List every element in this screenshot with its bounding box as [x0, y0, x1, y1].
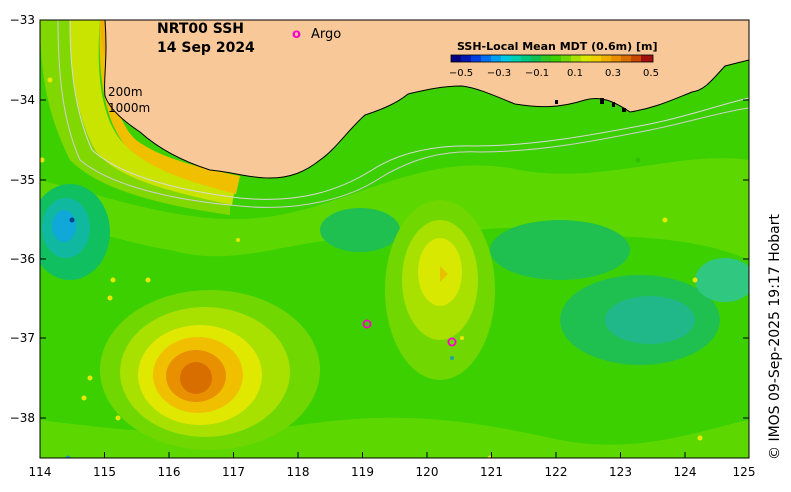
map-plot-area — [40, 20, 749, 458]
map-title: NRT00 SSH 14 Sep 2024 — [157, 21, 255, 56]
x-tick-label: 122 — [545, 465, 568, 479]
argo-float-marker — [447, 337, 457, 347]
coastline — [104, 20, 749, 179]
colorbar-frame — [450, 54, 654, 63]
colorbar-tick-label: −0.1 — [525, 68, 549, 79]
ssh-boundary-current-mid — [70, 20, 235, 205]
colorbar: SSH-Local Mean MDT (0.6m) [m] −0.5 — [449, 40, 659, 79]
x-tick-label: 119 — [351, 465, 374, 479]
colorbar-swatches — [451, 55, 653, 62]
drifter-dot — [450, 356, 454, 360]
x-tick-label: 124 — [674, 465, 697, 479]
eddy-centre-marker — [440, 266, 448, 282]
drifter-dot — [87, 375, 93, 381]
x-tick-label: 116 — [158, 465, 181, 479]
isobath-label-1000m: 1000m — [108, 101, 150, 115]
island — [622, 108, 626, 112]
drifter-dot — [69, 217, 75, 223]
island — [612, 102, 615, 107]
colorbar-tick-label: −0.3 — [487, 68, 511, 79]
ssh-low-far-east — [695, 258, 749, 302]
y-axis-labels: −33 −34 −35 −36 −37 −38 — [10, 13, 35, 425]
y-tick-label: −37 — [10, 331, 35, 345]
argo-float-marker — [362, 319, 372, 329]
argo-legend-label: Argo — [311, 27, 341, 42]
drifter-dot — [662, 217, 668, 223]
isobath-200m — [69, 20, 749, 200]
y-tick-label: −36 — [10, 252, 35, 266]
x-tick-label: 118 — [287, 465, 310, 479]
drifter-dot — [110, 277, 116, 283]
y-tick-label: −33 — [10, 13, 35, 27]
x-axis-labels: 114 115 116 117 118 119 120 121 122 123 … — [29, 465, 756, 479]
x-tick-label: 114 — [29, 465, 52, 479]
x-tick-label: 115 — [93, 465, 116, 479]
y-tick-label: −34 — [10, 93, 35, 107]
argo-legend: o Argo — [292, 27, 341, 42]
ssh-high-south-core — [180, 362, 212, 394]
title-date: 14 Sep 2024 — [157, 40, 255, 56]
isobath-label-200m: 200m — [108, 85, 143, 99]
ssh-boundary-current-inner — [99, 20, 240, 194]
title-product: NRT00 SSH — [157, 21, 244, 37]
drifter-dot — [145, 277, 151, 283]
x-tick-label: 117 — [222, 465, 245, 479]
drifter-dot — [236, 238, 240, 242]
ssh-low-east-core — [605, 296, 695, 344]
colorbar-tick-label: −0.5 — [449, 68, 473, 79]
colorbar-ticks: −0.5 −0.3 −0.1 0.1 0.3 0.5 — [449, 68, 659, 79]
y-tick-label: −35 — [10, 173, 35, 187]
drifter-dot — [65, 455, 71, 458]
isobath-1000m — [57, 20, 749, 208]
x-tick-label: 125 — [733, 465, 756, 479]
ssh-low-west-center — [52, 210, 76, 242]
drifter-dot — [697, 435, 703, 441]
ssh-low-east-center — [490, 220, 630, 280]
y-tick-label: −38 — [10, 411, 35, 425]
colorbar-tick-label: 0.5 — [643, 68, 659, 79]
drifter-dot — [40, 157, 45, 163]
plot-frame — [39, 19, 750, 459]
colorbar-title: SSH-Local Mean MDT (0.6m) [m] — [457, 40, 657, 53]
ssh-boundary-current-outer — [40, 20, 230, 215]
credit-text: © IMOS 09-Sep-2025 19:17 Hobart — [767, 214, 783, 460]
x-axis-ticks — [39, 452, 750, 458]
drifter-dot — [81, 395, 87, 401]
drifter-dot — [692, 277, 698, 283]
ssh-low-center — [320, 208, 400, 252]
isobath-labels: 200m 1000m — [108, 85, 150, 115]
colorbar-tick-label: 0.1 — [567, 68, 583, 79]
drifter-dot — [115, 415, 121, 421]
x-tick-label: 123 — [609, 465, 632, 479]
y-axis-ticks — [40, 19, 749, 419]
drifter-dot — [635, 157, 641, 163]
x-tick-label: 121 — [480, 465, 503, 479]
x-tick-label: 120 — [416, 465, 439, 479]
drifter-dot — [460, 336, 464, 340]
island — [600, 98, 604, 104]
argo-legend-symbol: o — [292, 27, 301, 42]
ssh-band-light-green — [40, 158, 749, 260]
island — [555, 100, 558, 104]
drifter-dot — [107, 295, 113, 301]
drifter-dot — [47, 77, 53, 83]
colorbar-tick-label: 0.3 — [605, 68, 621, 79]
